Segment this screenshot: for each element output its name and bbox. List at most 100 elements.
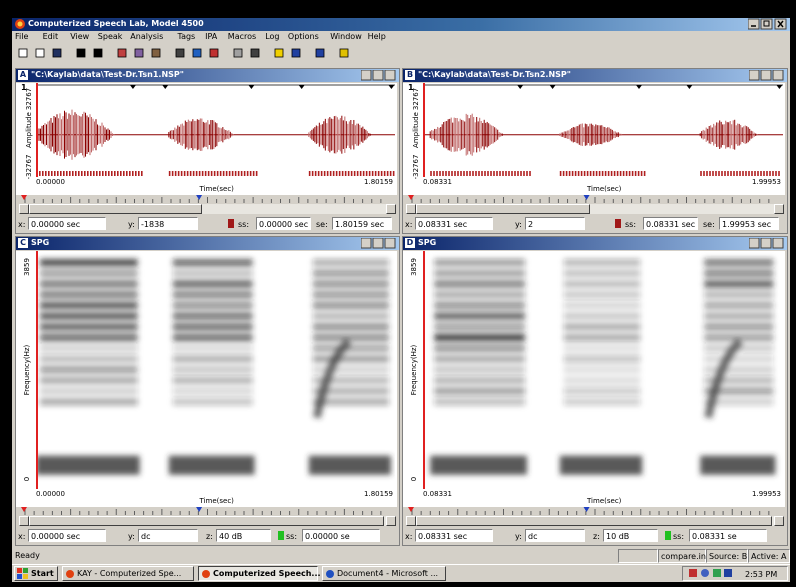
pane-controls[interactable] (361, 238, 397, 249)
toolbar-icon (272, 46, 286, 60)
toolbar-button[interactable] (115, 46, 131, 62)
start-button[interactable]: Start (14, 566, 58, 581)
toolbar-button[interactable] (50, 46, 66, 62)
tag-tick (333, 171, 335, 176)
pane-letter: D (405, 238, 415, 248)
toolbar-button[interactable] (132, 46, 148, 62)
pane-controls[interactable] (361, 70, 397, 81)
tag-tick (81, 171, 83, 176)
boundary-marker (517, 85, 523, 89)
menu-item[interactable]: Tags (178, 32, 196, 41)
formant-band (40, 323, 138, 330)
scrollbar[interactable] (406, 204, 784, 214)
pane-controls[interactable] (749, 70, 785, 81)
tag-tick (608, 171, 610, 176)
formant-band (434, 366, 525, 373)
tag-tick (223, 171, 225, 176)
scroll-arrow[interactable] (406, 204, 416, 214)
scrollbar[interactable] (406, 516, 784, 526)
tag-tick (220, 171, 222, 176)
tag-tick (253, 171, 255, 176)
scroll-arrow[interactable] (386, 516, 396, 526)
tag-tick (102, 171, 104, 176)
formant-band (564, 313, 640, 320)
x-start-label: 0.00000 (36, 178, 65, 186)
scroll-arrow[interactable] (386, 204, 396, 214)
menu-item[interactable]: Log (265, 32, 279, 41)
scroll-arrow[interactable] (774, 516, 784, 526)
tag-tick (496, 171, 498, 176)
scroll-arrow[interactable] (406, 516, 416, 526)
scroll-arrow[interactable] (19, 516, 29, 526)
formant-band (40, 302, 138, 309)
menu-item[interactable]: Help (368, 32, 386, 41)
app-icon (14, 18, 26, 30)
waveform-plot[interactable] (423, 83, 783, 177)
x-axis-title: Time(sec) (587, 185, 621, 193)
menu-item[interactable]: View (70, 32, 89, 41)
toolbar-button[interactable] (248, 46, 264, 62)
taskbar-button[interactable]: Document4 - Microsoft ... (322, 566, 446, 581)
window-controls[interactable] (748, 18, 788, 30)
tag-tick (763, 171, 765, 176)
menu-item[interactable]: Edit (43, 32, 59, 41)
menu-item[interactable]: IPA (205, 32, 217, 41)
toolbar-icon (289, 46, 303, 60)
toolbar-button[interactable] (74, 46, 90, 62)
taskbar-button[interactable]: Computerized Speech... (198, 566, 318, 581)
toolbar-button[interactable] (149, 46, 165, 62)
tag-tick (620, 171, 622, 176)
tag-tick (229, 171, 231, 176)
toolbar-button[interactable] (16, 46, 32, 62)
tag-tick (132, 171, 134, 176)
boundary-marker (299, 85, 305, 89)
toolbar-button[interactable] (173, 46, 189, 62)
tag-tick (202, 171, 204, 176)
menu-item[interactable]: File (15, 32, 28, 41)
spectrogram-plot[interactable] (36, 251, 395, 489)
formant-band (704, 259, 773, 266)
scrollbar[interactable] (19, 204, 396, 214)
menu-item[interactable]: Window (330, 32, 362, 41)
formant-band (173, 377, 253, 384)
toolbar-button[interactable] (313, 46, 329, 62)
start-label: Start (31, 569, 54, 578)
pane-controls[interactable] (749, 238, 785, 249)
toolbar-button[interactable] (289, 46, 305, 62)
spectrogram-plot[interactable] (423, 251, 783, 489)
scroll-thumb[interactable] (416, 204, 590, 214)
status-value: 0.08331 se (692, 532, 737, 541)
tag-tick (523, 171, 525, 176)
menu-item[interactable]: Speak (98, 32, 123, 41)
tag-tick (120, 171, 122, 176)
status-value: 1.80159 sec (335, 220, 384, 229)
scrollbar[interactable] (19, 516, 396, 526)
formant-band (564, 355, 640, 362)
tag-tick (117, 171, 119, 176)
toolbar-button[interactable] (337, 46, 353, 62)
tag-tick (321, 171, 323, 176)
menu-item[interactable]: Options (288, 32, 319, 41)
tag-tick (475, 171, 477, 176)
toolbar-button[interactable] (272, 46, 288, 62)
menu-item[interactable]: Macros (228, 32, 256, 41)
menu-item[interactable]: Analysis (130, 32, 163, 41)
taskbar-button[interactable]: KAY - Computerized Spe... (62, 566, 194, 581)
scroll-thumb[interactable] (29, 204, 202, 214)
status-label: ss: (286, 532, 297, 541)
waveform-plot[interactable] (36, 83, 395, 177)
tag-tick (238, 171, 240, 176)
formant-band (40, 270, 138, 277)
toolbar-icon (132, 46, 146, 60)
scroll-arrow[interactable] (774, 204, 784, 214)
control-box (373, 70, 383, 80)
toolbar-button[interactable] (207, 46, 223, 62)
toolbar-button[interactable] (231, 46, 247, 62)
toolbar-button[interactable] (190, 46, 206, 62)
toolbar-button[interactable] (33, 46, 49, 62)
scroll-arrow[interactable] (19, 204, 29, 214)
toolbar-button[interactable] (91, 46, 107, 62)
scroll-thumb[interactable] (416, 516, 772, 526)
scroll-thumb[interactable] (29, 516, 384, 526)
tray-icons[interactable] (685, 568, 735, 579)
